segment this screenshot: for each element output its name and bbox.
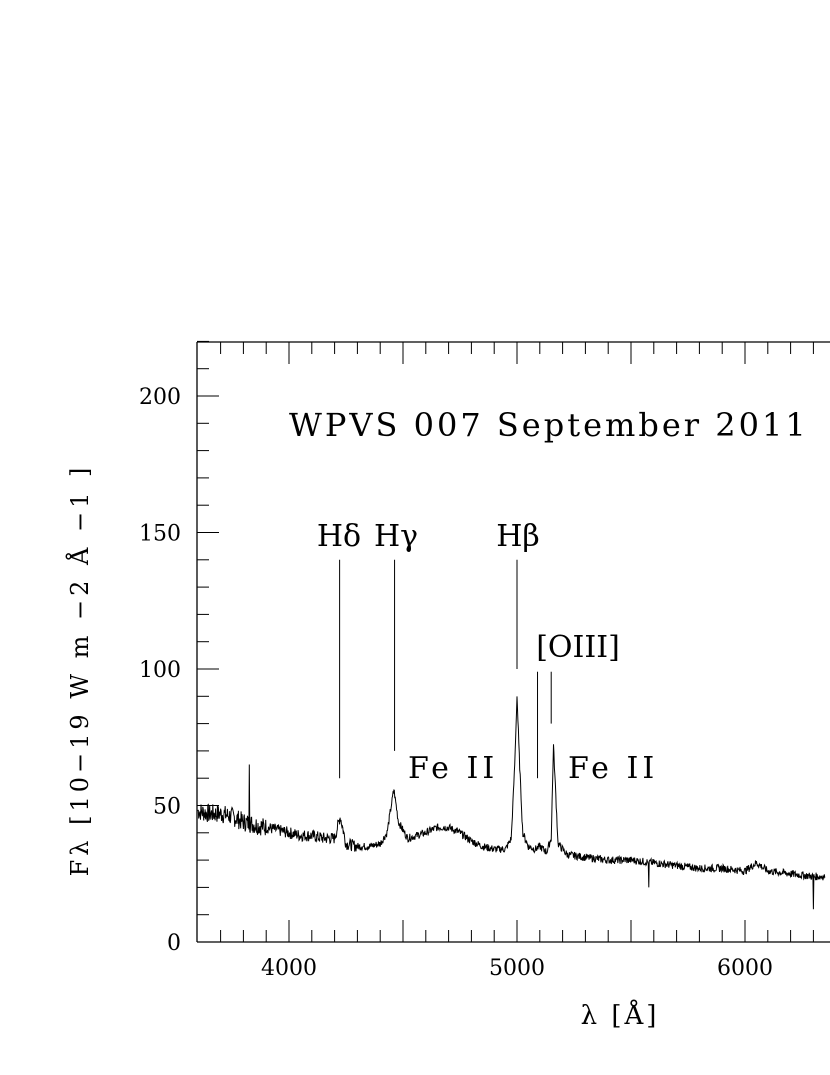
annotation-fe-ii-right: Fe II xyxy=(568,751,658,786)
y-tick-label: 150 xyxy=(139,522,181,547)
x-axis-label: λ [Å] xyxy=(581,999,660,1031)
x-tick-label: 4000 xyxy=(261,956,317,981)
x-tick-label: 5000 xyxy=(489,956,545,981)
annotation-oiii: [OIII] xyxy=(536,630,620,665)
spectrum-line xyxy=(197,696,826,910)
axis-labels: 4000 5000 6000 0 50 100 150 200 xyxy=(139,385,773,981)
spectrum-series xyxy=(197,696,826,910)
line-markers xyxy=(339,559,552,779)
axis-ticks xyxy=(197,340,814,943)
y-axis-label: Fλ [10−19 W m −2 Å −1 ] xyxy=(65,464,94,877)
y-tick-label: 200 xyxy=(139,385,181,410)
annotation-fe-ii-left: Fe II xyxy=(408,751,498,786)
annotation-h-beta: Hβ xyxy=(496,519,540,554)
y-tick-label: 50 xyxy=(153,795,181,820)
y-tick-label: 100 xyxy=(139,658,181,683)
annotation-h-delta: Hδ xyxy=(317,519,361,554)
x-tick-label: 6000 xyxy=(717,956,773,981)
annotation-h-gamma: Hγ xyxy=(374,519,418,554)
chart-title: WPVS 007 September 2011 xyxy=(289,406,809,444)
y-tick-label: 0 xyxy=(167,931,181,956)
plot-frame xyxy=(196,341,830,943)
